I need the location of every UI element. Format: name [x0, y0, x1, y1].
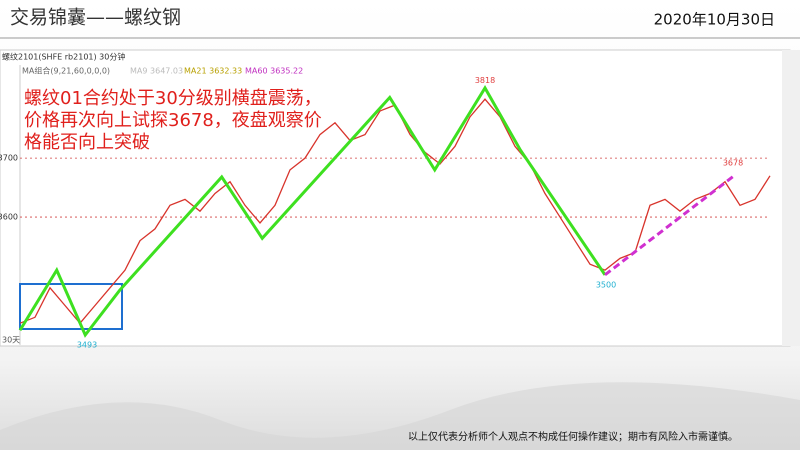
range-box [19, 283, 123, 330]
ma-label: MA21 3632.33 [184, 67, 242, 76]
annotation: 3678 [723, 159, 743, 168]
series-line [18, 85, 607, 338]
ma-label: MA60 3635.22 [245, 67, 303, 76]
date: 2020年10月30日 [654, 11, 775, 29]
title: 交易锦囊——螺纹钢 [10, 7, 181, 29]
annotation: 3500 [596, 280, 616, 289]
footer: 以上仅代表分析师个人观点不构成任何操作建议；期市有风险入市需谨慎。 [408, 430, 738, 443]
scrollbar [782, 50, 800, 346]
annotation: 3818 [475, 76, 495, 85]
y-tick-label: 3700 [0, 154, 18, 163]
note: 螺纹01合约处于30分级别横盘震荡，价格再次向上试探3678，夜盘观察价格能否向… [24, 88, 322, 153]
mountain-bg [0, 382, 800, 450]
period-label: 30天 [2, 336, 20, 345]
annotation: 3493 [77, 340, 97, 349]
note-line: 价格再次向上试探3678，夜盘观察价 [24, 110, 322, 131]
legend-line: 螺纹2101(SHFE rb2101) 30分钟 [2, 52, 125, 62]
plot: 3600 3700 3818 3678 3500 3493 [0, 76, 771, 349]
y-tick-label: 3600 [0, 213, 18, 222]
series-line [604, 174, 736, 277]
ma-label: MA9 3647.03 [130, 67, 183, 76]
chart-panel [0, 49, 791, 347]
ma-group: MA组合(9,21,60,0,0,0) [22, 66, 110, 76]
note-line: 螺纹01合约处于30分级别横盘震荡， [24, 88, 322, 109]
note-line: 格能否向上突破 [24, 132, 150, 153]
